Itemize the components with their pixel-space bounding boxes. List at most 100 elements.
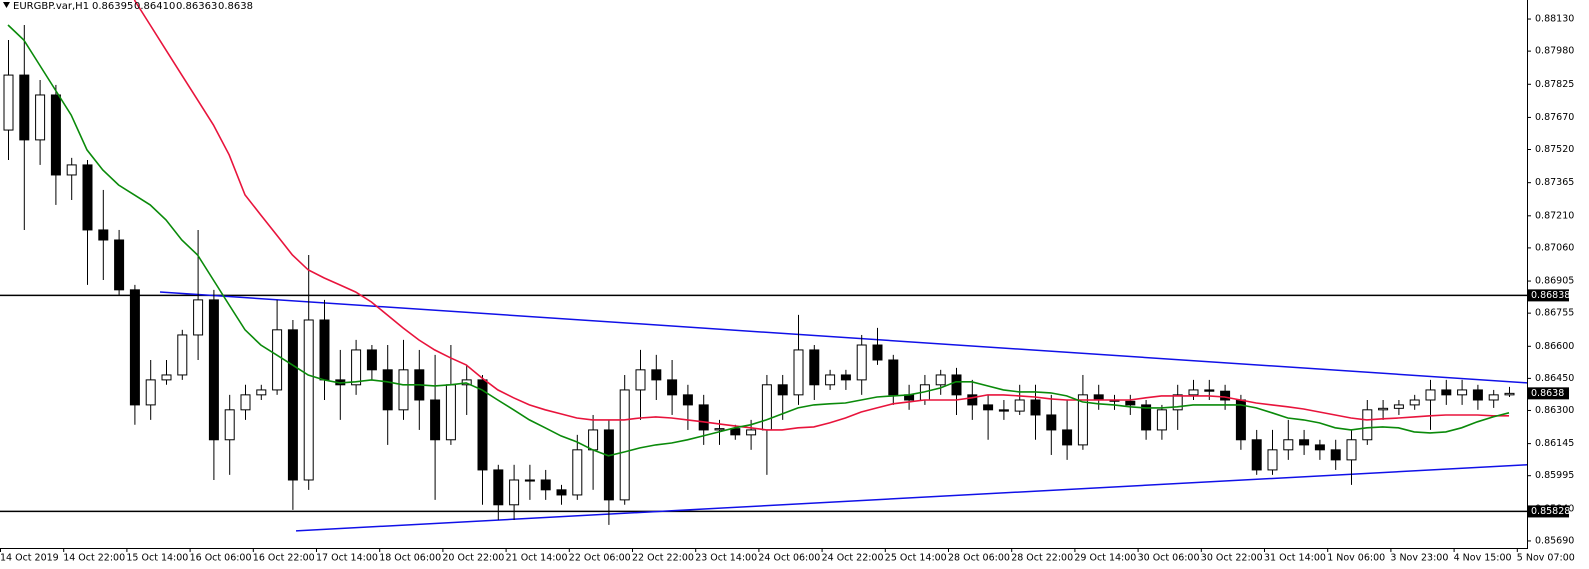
x-tick-label: 24 Oct 22:00 [822,553,884,564]
candle-body [556,489,567,496]
candle-body [509,479,520,506]
trend-line [159,291,1528,384]
x-tick-label: 16 Oct 22:00 [253,553,315,564]
header-quote: 0.8638 [218,1,253,12]
y-tick-label: 0.88130 [1535,14,1574,25]
x-tick-label: 4 Nov 15:00 [1454,553,1512,564]
candle-body [1362,409,1373,441]
candle-body [1378,407,1389,411]
candle-body [177,334,188,376]
candle-body [1346,439,1357,461]
candle-body [3,74,14,131]
x-tick-label: 30 Oct 22:00 [1201,553,1263,564]
y-tick-label: 0.86755 [1535,308,1574,319]
candle-body [840,374,851,381]
candle-body [1441,389,1452,396]
candle-body [319,319,330,381]
candle-body [224,409,235,441]
candle-body [746,429,757,436]
x-tick-label: 5 Nov 07:00 [1517,553,1575,564]
candle-body [1283,439,1294,451]
y-tick-label: 0.87670 [1535,112,1574,123]
y-tick-label: 0.86600 [1535,341,1574,352]
header-quote: 0.86363 [176,1,217,12]
candle-body [856,344,867,381]
candle-body [1314,444,1325,451]
candle-body [572,449,583,496]
x-tick-label: 18 Oct 06:00 [379,553,441,564]
candle-body [366,349,377,371]
candle-body [1457,389,1468,396]
x-tick-label: 17 Oct 14:00 [316,553,378,564]
header-icon [3,2,10,8]
candle-body [698,404,709,431]
y-tick-label: 0.87520 [1535,144,1574,155]
candle-body [1220,390,1231,401]
candle-body [445,384,456,441]
x-tick-label: 16 Oct 06:00 [190,553,252,564]
x-tick-label: 1 Nov 06:00 [1327,553,1385,564]
y-tick-label: 0.87365 [1535,177,1574,188]
candle-body [524,479,535,482]
candle-body [1425,389,1436,401]
candle-body [98,229,109,241]
candle-body [351,349,362,386]
candle-body [430,399,441,441]
candle-body [588,429,599,451]
last-price-label: 0.8638 [1531,388,1564,399]
y-tick-label: 0.86145 [1535,438,1574,449]
y-tick-label: 0.86905 [1535,276,1574,287]
x-tick-label: 21 Oct 14:00 [506,553,568,564]
candle-body [129,289,140,406]
candle-body [1472,389,1483,401]
x-tick-label: 29 Oct 14:00 [1074,553,1136,564]
candle-body [1409,399,1420,406]
candle-body [1188,389,1199,396]
candle-body [493,469,504,506]
candle-body [1172,394,1183,411]
candle-body [35,94,46,141]
x-tick-label: 28 Oct 06:00 [948,553,1010,564]
candle-body [1141,404,1152,431]
x-tick-label: 22 Oct 22:00 [632,553,694,564]
price-box [1528,289,1569,302]
candle-body [1251,439,1262,471]
candle-body [66,164,77,176]
symbol: EURGBP.var,H1 [13,1,89,12]
candle-body [1046,414,1057,431]
header-quote: 0.86410 [134,1,175,12]
candle-body [145,379,156,406]
candle-body [540,479,551,491]
candle-body [967,394,978,406]
y-tick-label: 0.87980 [1535,46,1574,57]
candle-body [777,384,788,396]
candle-body [888,359,899,396]
x-tick-label: 22 Oct 06:00 [569,553,631,564]
candle-body [793,349,804,396]
price-box-label: 0.86838 [1531,290,1570,301]
x-tick-label: 23 Oct 14:00 [695,553,757,564]
candle-body [1267,449,1278,471]
candle-body [603,429,614,501]
candle-body [114,239,125,291]
y-tick-label: 0.85690 [1535,535,1574,546]
x-tick-label: 28 Oct 22:00 [1011,553,1073,564]
y-tick-label: 0.86300 [1535,405,1574,416]
candle-body [1504,392,1515,396]
candle-body [19,74,30,141]
candle-body [619,389,630,501]
candle-body [240,394,251,411]
header-quote: 0.86395 [92,1,133,12]
candle-body [398,369,409,411]
candle-body [872,344,883,361]
candle-body [951,374,962,396]
y-tick-label: 0.87060 [1535,242,1574,253]
plot-area [0,0,1528,532]
candle-body [208,299,219,441]
last-price-box [1528,387,1569,400]
candle-body [161,374,172,381]
candle-body [1030,399,1041,416]
trend-line [295,464,1528,532]
